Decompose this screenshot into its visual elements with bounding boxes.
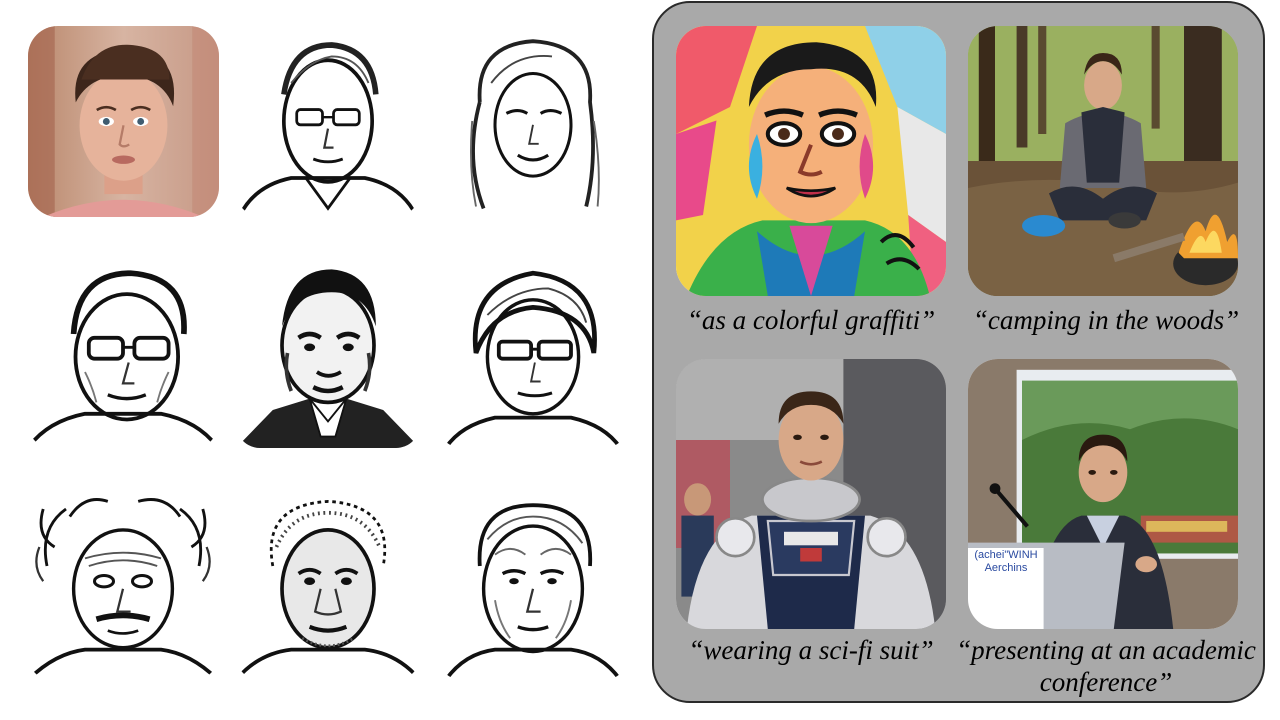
sketch-portrait-icon [236, 26, 420, 216]
sketch-portrait-icon [28, 258, 218, 448]
graffiti-portrait-icon [676, 26, 946, 296]
camping-scene-icon [968, 26, 1238, 296]
sketch-portrait [28, 490, 218, 680]
sketch-portrait [438, 490, 628, 680]
sketch-portrait-icon [236, 258, 420, 448]
caption-conference: “presenting at an academic conference” [956, 635, 1256, 697]
podium-text-line-2: Aerchins [984, 562, 1028, 574]
sketch-portrait-icon [236, 490, 420, 680]
conference-image: (achei"WINH Aerchins [968, 359, 1238, 629]
sketch-portrait [236, 258, 420, 448]
camping-image [968, 26, 1238, 296]
caption-camping: “camping in the woods” [972, 305, 1240, 335]
sketch-portrait-icon [438, 26, 628, 216]
sketch-portrait-icon [28, 490, 218, 680]
sketch-portrait [438, 258, 628, 448]
caption-scifi: “wearing a sci-fi suit” [688, 635, 934, 665]
portrait-photo-icon [28, 26, 219, 217]
reference-photo [28, 26, 219, 217]
sketch-portrait-icon [438, 258, 628, 448]
sketch-portrait-icon [438, 490, 628, 680]
scifi-suit-image [676, 359, 946, 629]
podium-sign: (achei"WINH Aerchins [968, 549, 1044, 609]
conference-scene-icon [968, 359, 1238, 629]
caption-graffiti: “as a colorful graffiti” [686, 305, 936, 335]
scifi-suit-icon [676, 359, 946, 629]
graffiti-image [676, 26, 946, 296]
sketch-portrait [438, 26, 628, 216]
podium-text-line-1: (achei"WINH [974, 549, 1038, 561]
sketch-portrait [236, 490, 420, 680]
sketch-portrait [236, 26, 420, 216]
sketch-portrait [28, 258, 218, 448]
